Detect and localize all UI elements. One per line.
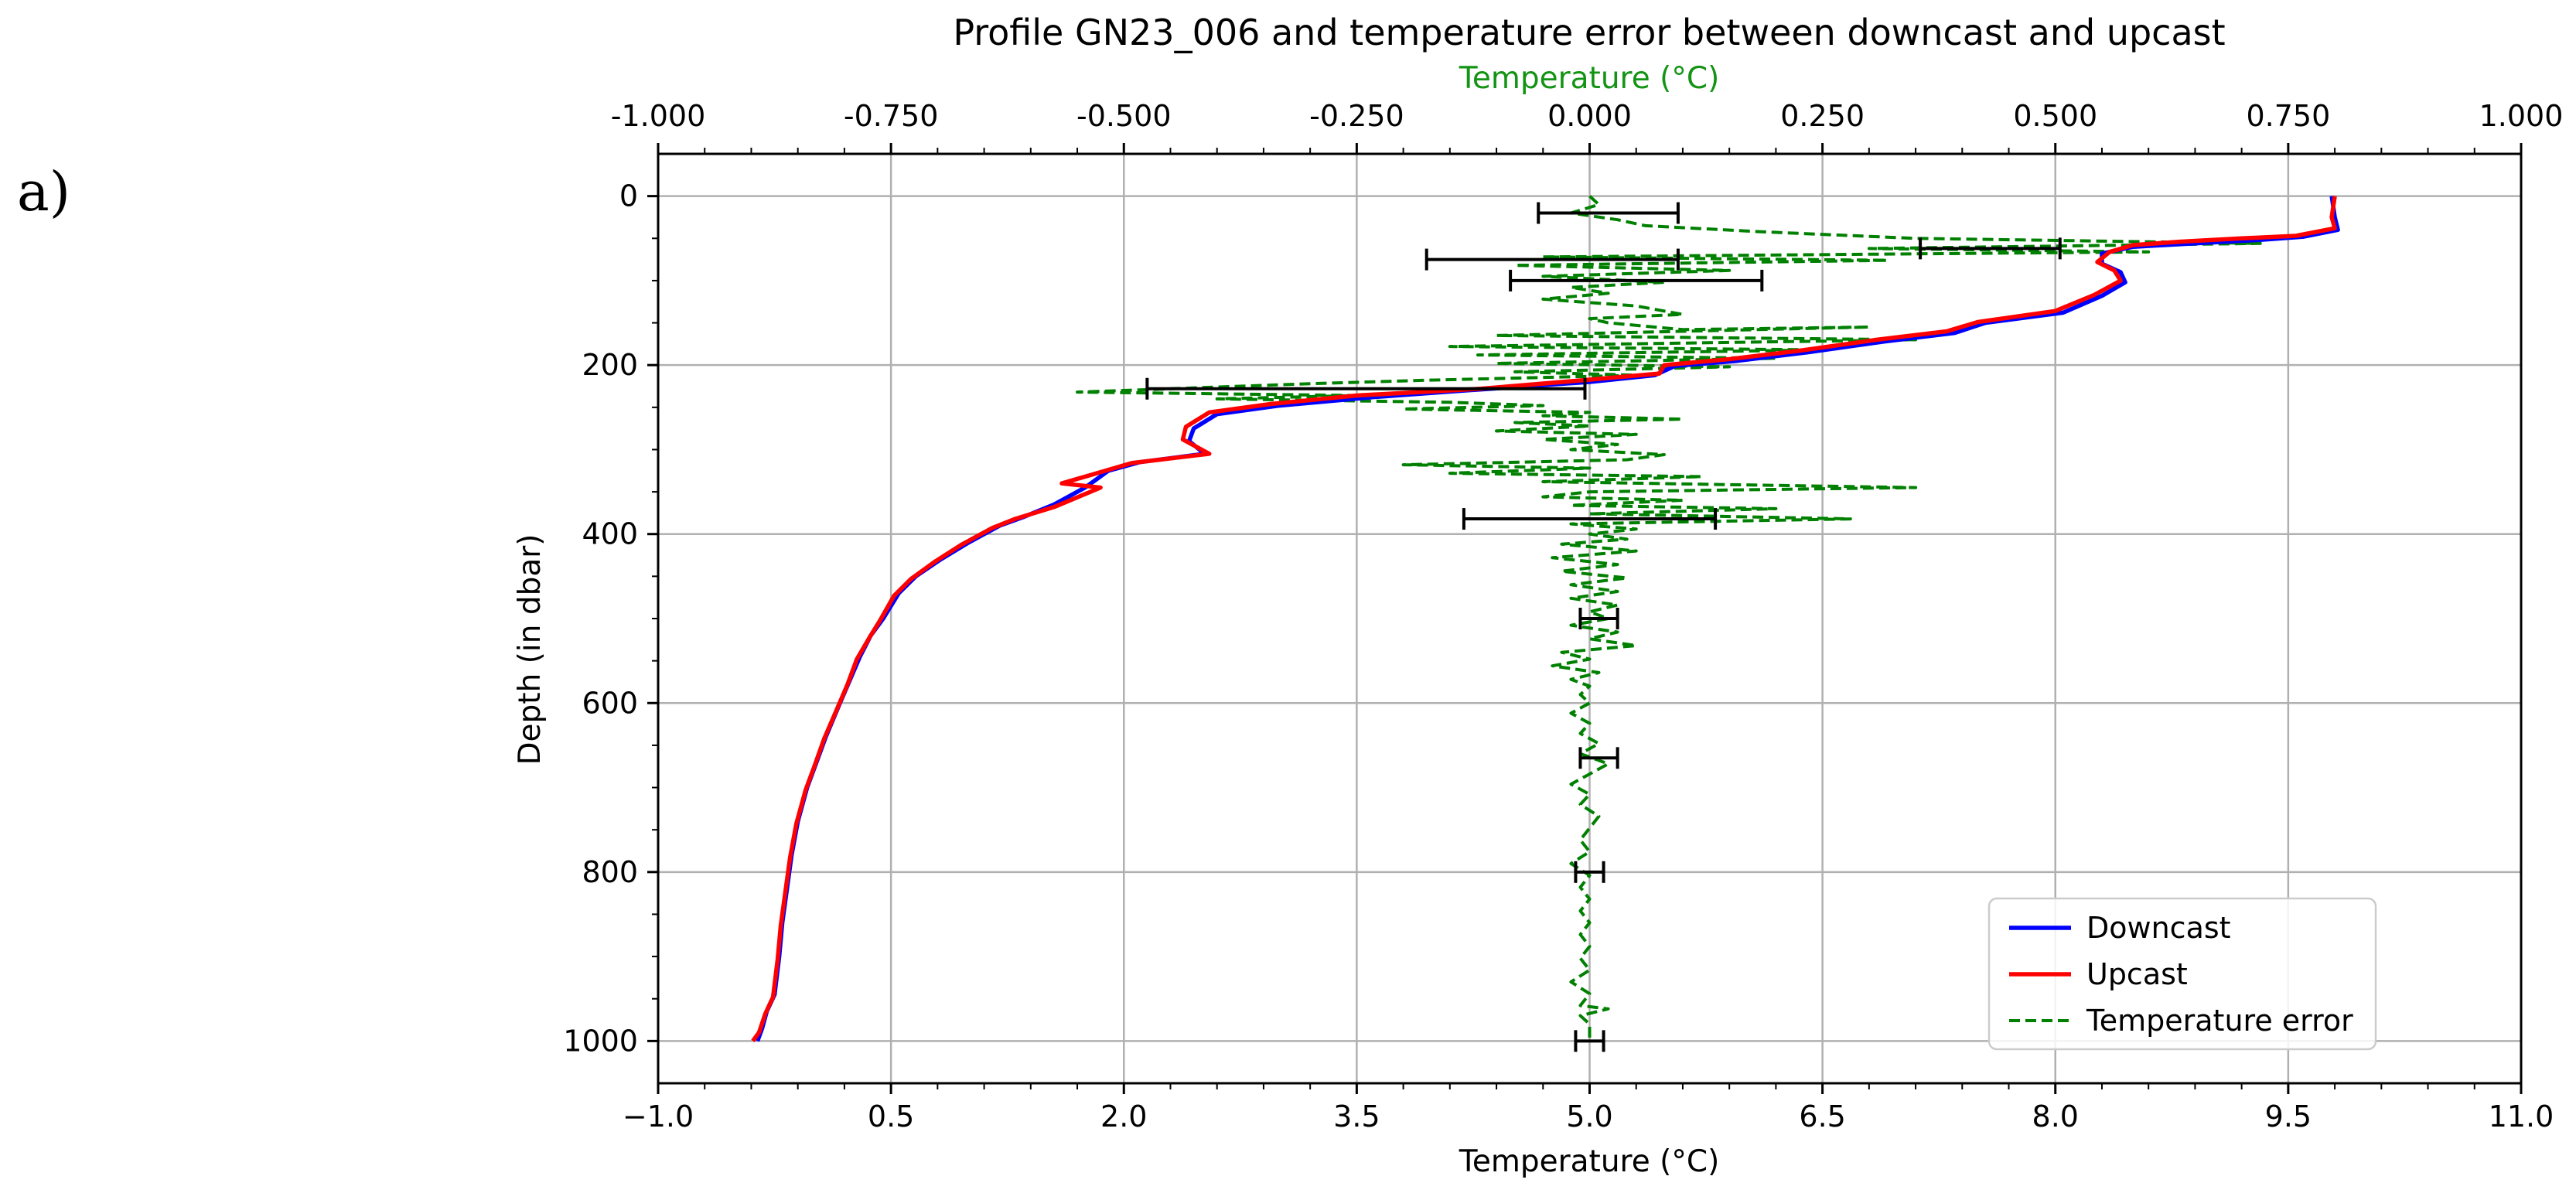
x-top-tick-label: 1.000 — [2479, 99, 2564, 133]
error-bar — [1424, 248, 1680, 271]
axes: −1.0 0.5 2.0 3.5 5.0 6.5 8.0 9.5 11.0 -1.000 -0.75… — [563, 99, 2563, 1134]
series-line-temperature-error — [1076, 195, 2262, 1041]
error-bar — [1578, 608, 1619, 629]
x-top-tick-label: -1.000 — [611, 99, 706, 133]
x-top-tick-label: 0.500 — [2013, 99, 2097, 133]
x-top-tick-label: 0.000 — [1547, 99, 1632, 133]
error-bar — [1919, 237, 2062, 260]
panel-label: a) — [17, 160, 70, 223]
x-tick-label: 2.0 — [1100, 1099, 1147, 1134]
y-tick-label: 600 — [582, 686, 638, 720]
error-bar — [1578, 747, 1619, 769]
plot-lines — [751, 195, 2340, 1052]
error-bar — [1462, 508, 1718, 530]
y-tick-label: 400 — [582, 517, 638, 551]
error-bar — [1574, 861, 1605, 883]
series-line-upcast — [751, 196, 2337, 1043]
y-tick-label: 1000 — [563, 1024, 638, 1058]
x-tick-label: −1.0 — [623, 1099, 694, 1134]
y-tick-label: 200 — [582, 348, 638, 382]
x-top-tick-label: -0.500 — [1076, 99, 1172, 133]
x-tick-label: 0.5 — [868, 1099, 914, 1134]
x-top-tick-label: 0.250 — [1780, 99, 1865, 133]
x-tick-label: 11.0 — [2489, 1099, 2554, 1134]
y-tick-label: 800 — [582, 855, 638, 889]
x-tick-label: 5.0 — [1566, 1099, 1612, 1134]
x-tick-label: 6.5 — [1799, 1099, 1845, 1134]
legend-label: Downcast — [2086, 911, 2231, 945]
x-axis-label: Temperature (°C) — [1459, 1144, 1720, 1179]
legend-label: Upcast — [2086, 957, 2188, 991]
error-bar — [1574, 1030, 1605, 1052]
x-tick-label: 9.5 — [2265, 1099, 2312, 1134]
error-bar — [1145, 377, 1587, 400]
chart-title: Profile GN23_006 and temperature error b… — [953, 12, 2225, 53]
x-top-axis-label: Temperature (°C) — [1459, 61, 1720, 96]
legend: Downcast Upcast Temperature error — [1987, 897, 2377, 1051]
y-tick-label: 0 — [619, 179, 638, 213]
x-tick-label: 3.5 — [1333, 1099, 1380, 1134]
x-top-tick-label: -0.250 — [1309, 99, 1404, 133]
x-top-tick-label: -0.750 — [844, 99, 939, 133]
error-bar — [1537, 202, 1680, 224]
error-bar — [1509, 269, 1764, 291]
x-top-tick-label: 0.750 — [2246, 99, 2330, 133]
x-tick-label: 8.0 — [2032, 1099, 2079, 1134]
legend-label: Temperature error — [2086, 1004, 2353, 1038]
y-axis-label: Depth (in dbar) — [513, 534, 548, 765]
legend-box — [1987, 897, 2377, 1051]
